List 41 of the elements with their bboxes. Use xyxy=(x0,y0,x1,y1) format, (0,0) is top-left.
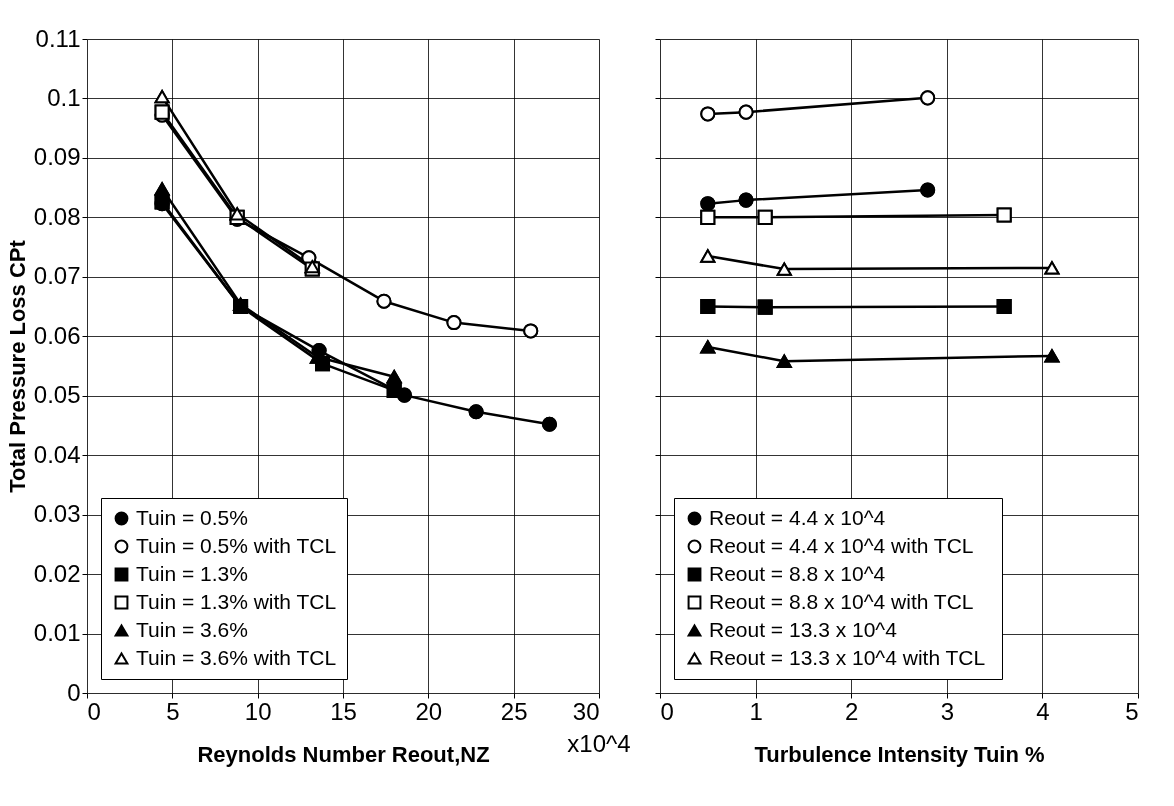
x-tick-label: 1 xyxy=(749,697,763,725)
legend-label: Reout = 4.4 x 10^4 xyxy=(709,505,886,529)
legend-label: Reout = 8.8 x 10^4 xyxy=(709,561,886,585)
legend-label: Reout = 4.4 x 10^4 with TCL xyxy=(709,533,974,557)
x-tick-label: 25 xyxy=(500,697,528,725)
y-tick-label: 0.11 xyxy=(35,24,81,52)
y-tick-label: 0.05 xyxy=(33,381,81,409)
y-tick-label: 0.04 xyxy=(33,440,81,468)
y-axis-title: Total Pressure Loss CPt xyxy=(4,239,30,493)
legend-label: Reout = 8.8 x 10^4 with TCL xyxy=(709,589,974,613)
x-axis-title: Reynolds Number Reout,NZ xyxy=(197,741,490,767)
y-tick-label: 0.02 xyxy=(33,559,81,587)
legend-label: Tuin = 1.3% xyxy=(136,561,248,585)
x-tick-label: 5 xyxy=(1125,697,1139,725)
y-tick-label: 0.1 xyxy=(47,83,81,111)
x-tick-label: 15 xyxy=(330,697,357,725)
y-tick-label: 0 xyxy=(67,678,81,706)
x-tick-label: 5 xyxy=(166,697,180,725)
x-tick-label: 0 xyxy=(87,697,101,725)
x-axis-title: Turbulence Intensity Tuin % xyxy=(754,741,1045,767)
legend-label: Tuin = 3.6% with TCL xyxy=(136,645,337,669)
y-tick-label: 0.01 xyxy=(33,619,81,647)
legend-label: Reout = 13.3 x 10^4 xyxy=(709,617,898,641)
y-tick-label: 0.07 xyxy=(33,262,81,290)
y-tick-label: 0.06 xyxy=(33,321,81,349)
text: x10^4 xyxy=(567,730,631,757)
x-tick-label: 30 xyxy=(572,697,600,725)
legend-label: Tuin = 0.5% xyxy=(136,505,248,529)
legend-label: Tuin = 0.5% with TCL xyxy=(136,533,337,557)
x-tick-label: 4 xyxy=(1036,697,1050,725)
x-tick-label: 20 xyxy=(415,697,443,725)
legend-label: Tuin = 1.3% with TCL xyxy=(136,589,337,613)
x-tick-label: 2 xyxy=(845,697,859,725)
y-tick-label: 0.03 xyxy=(33,500,81,528)
x-tick-label: 0 xyxy=(660,697,674,725)
y-tick-label: 0.08 xyxy=(33,202,81,230)
x-tick-label: 3 xyxy=(940,697,954,725)
y-tick-label: 0.09 xyxy=(33,143,81,171)
legend-label: Tuin = 3.6% xyxy=(136,617,248,641)
legend-label: Reout = 13.3 x 10^4 with TCL xyxy=(709,645,986,669)
x-tick-label: 10 xyxy=(244,697,272,725)
